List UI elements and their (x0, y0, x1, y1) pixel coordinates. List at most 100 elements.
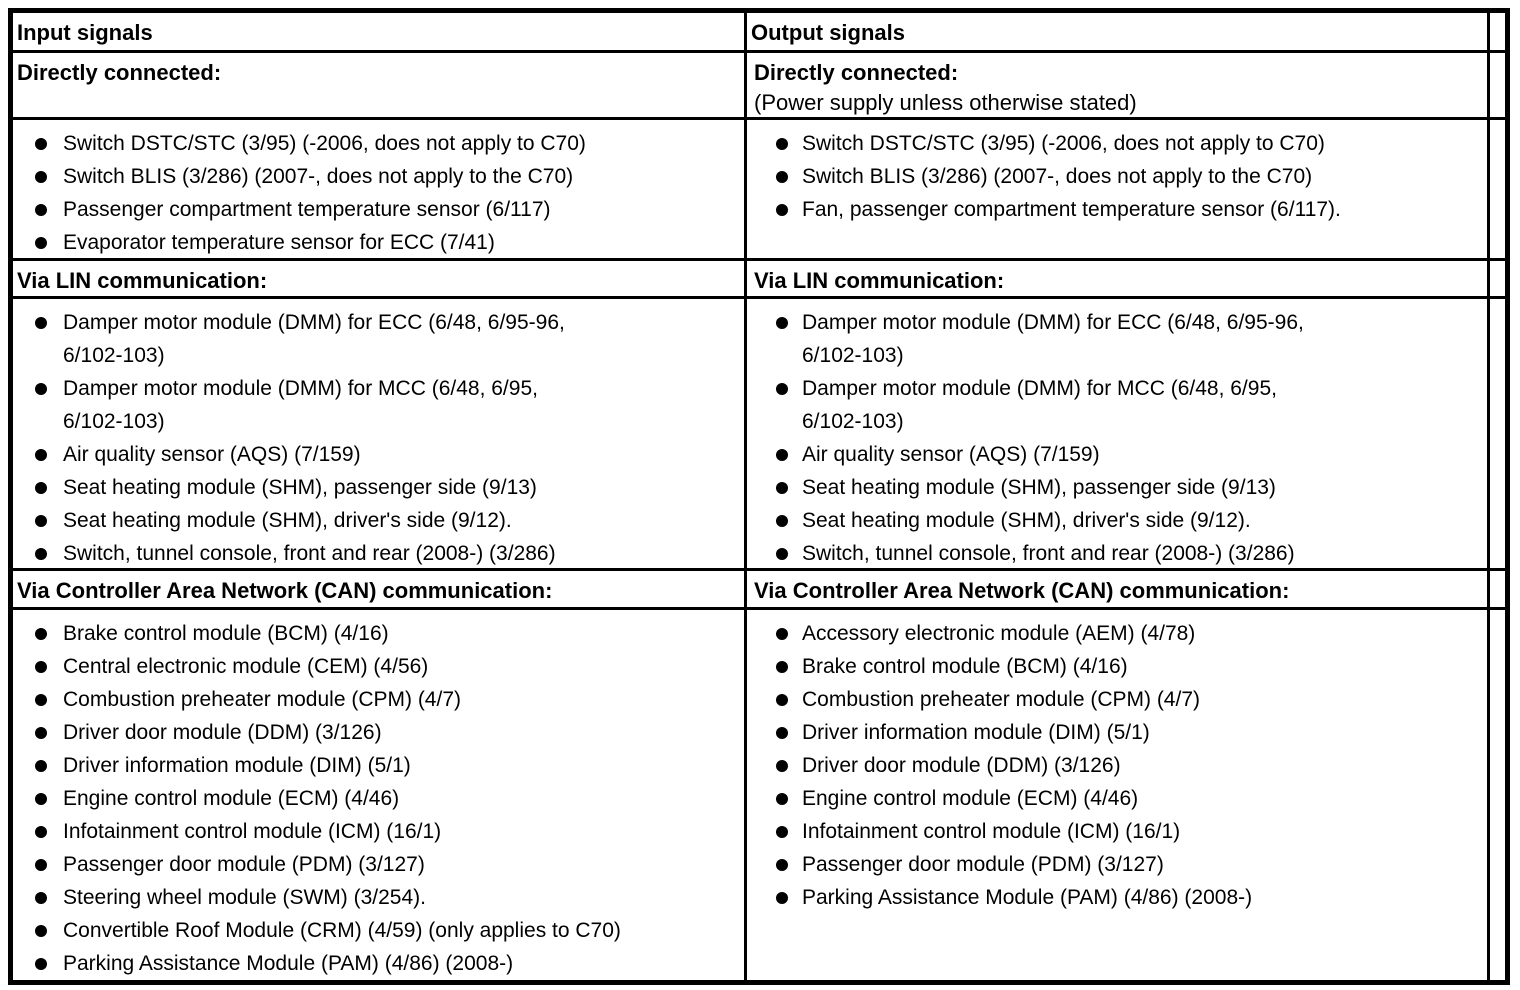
list-item-text: Driver door module (DDM) (3/126) (63, 721, 382, 744)
input-directly-connected-header: Directly connected: (13, 52, 747, 117)
output-directly-connected-header: Directly connected: (Power supply unless… (747, 52, 1490, 117)
input-lin-items: Damper motor module (DMM) for ECC (6/48,… (13, 298, 747, 568)
list-item: Passenger compartment temperature sensor… (13, 193, 744, 226)
list-item: Damper motor module (DMM) for ECC (6/48,… (747, 306, 1487, 372)
bullet-icon (776, 793, 788, 805)
list-item-text: Infotainment control module (ICM) (16/1) (802, 820, 1181, 843)
bullet-list: Damper motor module (DMM) for ECC (6/48,… (13, 299, 744, 568)
bullet-icon (776, 859, 788, 871)
list-item-text: Combustion preheater module (CPM) (4/7) (802, 688, 1200, 711)
directly-connected-header-row: Directly connected: Directly connected: … (13, 52, 1505, 120)
bullet-icon (776, 316, 788, 329)
bullet-icon (35, 859, 47, 871)
bullet-icon (776, 382, 788, 395)
list-item-text: Switch BLIS (3/286) (2007-, does not app… (802, 164, 1313, 188)
edge-column-cell (1490, 13, 1505, 50)
list-item: Evaporator temperature sensor for ECC (7… (13, 226, 744, 258)
lin-header-row: Via LIN communication: Via LIN communica… (13, 260, 1505, 299)
bullet-icon (35, 826, 47, 838)
section-title: Via LIN communication: (754, 267, 1005, 293)
list-item-text: Switch, tunnel console, front and rear (… (802, 541, 1295, 565)
list-item: Switch DSTC/STC (3/95) (-2006, does not … (13, 127, 744, 160)
bullet-icon (35, 892, 47, 904)
bullet-icon (35, 793, 47, 805)
can-items-row: Brake control module (BCM) (4/16) Centra… (13, 610, 1505, 980)
bullet-icon (776, 514, 788, 527)
bullet-icon (776, 137, 788, 150)
output-can-items: Accessory electronic module (AEM) (4/78)… (747, 610, 1490, 980)
edge-column-cell (1490, 299, 1505, 568)
bullet-icon (776, 628, 788, 640)
list-item: Damper motor module (DMM) for ECC (6/48,… (13, 306, 744, 372)
input-lin-header: Via LIN communication: (13, 260, 747, 296)
output-lin-items: Damper motor module (DMM) for ECC (6/48,… (747, 298, 1490, 568)
directly-connected-items-row: Switch DSTC/STC (3/95) (-2006, does not … (13, 119, 1505, 261)
bullet-icon (35, 547, 47, 560)
output-signals-header: Output signals (747, 13, 1490, 50)
output-lin-header: Via LIN communication: (747, 260, 1490, 296)
list-item: Switch, tunnel console, front and rear (… (13, 537, 744, 568)
bullet-icon (776, 547, 788, 560)
list-item: Brake control module (BCM) (4/16) (13, 617, 744, 650)
section-title: Directly connected: (754, 59, 959, 85)
list-item-text: Air quality sensor (AQS) (7/159) (63, 442, 361, 466)
list-item: Air quality sensor (AQS) (7/159) (747, 438, 1487, 471)
list-item-text: Seat heating module (SHM), driver's side… (63, 508, 512, 532)
edge-column-cell (1490, 53, 1505, 117)
list-item-text: Infotainment control module (ICM) (16/1) (63, 820, 442, 843)
bullet-icon (35, 727, 47, 739)
list-item-text: Damper motor module (DMM) for ECC (6/48,… (63, 310, 565, 367)
bullet-icon (35, 236, 47, 249)
list-item-text: Evaporator temperature sensor for ECC (7… (63, 230, 495, 254)
bullet-icon (35, 170, 47, 183)
section-title: Via Controller Area Network (CAN) commun… (754, 577, 1290, 603)
list-item: Convertible Roof Module (CRM) (4/59) (on… (13, 914, 744, 947)
bullet-icon (776, 892, 788, 904)
list-item-text: Steering wheel module (SWM) (3/254). (63, 886, 426, 909)
list-item-text: Engine control module (ECM) (4/46) (63, 787, 400, 810)
bullet-icon (776, 170, 788, 183)
section-title: Via LIN communication: (17, 267, 268, 293)
edge-column-cell (1490, 571, 1505, 608)
list-item: Driver door module (DDM) (3/126) (747, 749, 1487, 782)
bullet-icon (35, 316, 47, 329)
list-item-text: Damper motor module (DMM) for MCC (6/48,… (802, 376, 1277, 433)
list-item-text: Engine control module (ECM) (4/46) (802, 787, 1139, 810)
bullet-icon (776, 203, 788, 216)
list-item-text: Damper motor module (DMM) for ECC (6/48,… (802, 310, 1304, 367)
lin-items-row: Damper motor module (DMM) for ECC (6/48,… (13, 298, 1505, 571)
header-row: Input signals Output signals (13, 13, 1505, 53)
list-item-text: Air quality sensor (AQS) (7/159) (802, 442, 1100, 466)
list-item-text: Parking Assistance Module (PAM) (4/86) (… (802, 886, 1253, 909)
bullet-icon (35, 137, 47, 150)
output-can-header: Via Controller Area Network (CAN) commun… (747, 570, 1490, 607)
section-title: Directly connected: (17, 59, 222, 85)
list-item: Air quality sensor (AQS) (7/159) (13, 438, 744, 471)
list-item: Passenger door module (PDM) (3/127) (13, 848, 744, 881)
bullet-icon (35, 661, 47, 673)
bullet-icon (776, 448, 788, 461)
list-item: Engine control module (ECM) (4/46) (747, 782, 1487, 815)
signals-table: Input signals Output signals Directly co… (8, 8, 1510, 985)
bullet-icon (776, 760, 788, 772)
list-item-text: Fan, passenger compartment temperature s… (802, 197, 1341, 221)
list-item: Fan, passenger compartment temperature s… (747, 193, 1487, 226)
input-signals-header: Input signals (13, 13, 747, 50)
list-item-text: Switch, tunnel console, front and rear (… (63, 541, 556, 565)
list-item: Seat heating module (SHM), driver's side… (13, 504, 744, 537)
list-item-text: Convertible Roof Module (CRM) (4/59) (on… (63, 919, 621, 942)
bullet-icon (35, 514, 47, 527)
list-item-text: Brake control module (BCM) (4/16) (802, 655, 1128, 678)
bullet-icon (35, 925, 47, 937)
section-title: Via Controller Area Network (CAN) commun… (17, 577, 553, 603)
list-item: Switch BLIS (3/286) (2007-, does not app… (747, 160, 1487, 193)
bullet-icon (35, 760, 47, 772)
list-item-text: Switch DSTC/STC (3/95) (-2006, does not … (63, 131, 586, 155)
output-directly-connected-items: Switch DSTC/STC (3/95) (-2006, does not … (747, 119, 1490, 258)
bullet-icon (35, 203, 47, 216)
list-item: Infotainment control module (ICM) (16/1) (13, 815, 744, 848)
list-item-text: Passenger compartment temperature sensor… (63, 197, 551, 221)
list-item: Steering wheel module (SWM) (3/254). (13, 881, 744, 914)
edge-column-cell (1490, 610, 1505, 980)
list-item: Driver door module (DDM) (3/126) (13, 716, 744, 749)
